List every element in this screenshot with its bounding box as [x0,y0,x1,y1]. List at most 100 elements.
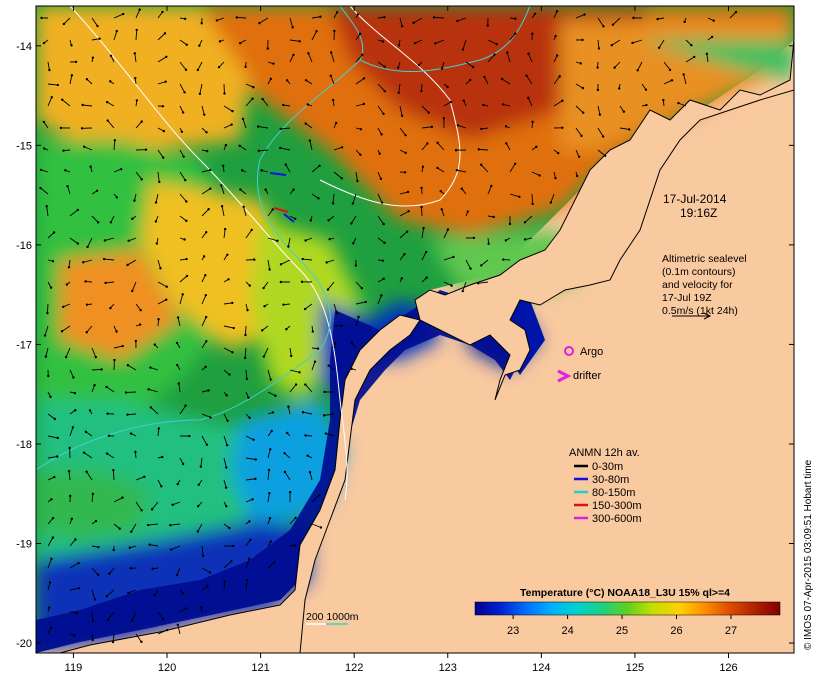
argo-label: Argo [580,346,603,358]
velocity-arrow-head [95,189,99,192]
velocity-arrow [305,123,313,129]
velocity-arrow [526,75,533,85]
velocity-arrow [311,30,317,41]
velocity-arrow-head [469,78,472,82]
velocity-arrow [179,149,185,157]
velocity-arrow-head [127,591,130,595]
velocity-arrow-head [176,482,179,486]
velocity-arrow-head [163,32,167,35]
velocity-arrow-head [143,475,146,479]
velocity-arrow-head [45,205,48,208]
velocity-arrow [223,560,232,569]
velocity-arrow-head [324,432,328,435]
velocity-arrow-head [284,163,287,166]
velocity-arrow-head [106,412,109,415]
velocity-arrow-head [96,573,100,576]
anmn-legend-item: 80-150m [574,487,635,499]
velocity-arrow [179,294,184,305]
velocity-arrow [135,171,143,180]
isobath-legend-label: 200 1000m [306,611,359,623]
velocity-arrow [285,164,291,173]
velocity-arrow-head [209,187,212,190]
velocity-arrow [421,143,428,151]
velocity-arrow-head [64,169,67,172]
velocity-arrow [287,237,291,247]
velocity-arrow [553,76,561,85]
velocity-arrow-head [225,466,228,469]
velocity-arrow-head [644,88,648,91]
velocity-arrow [480,164,489,173]
velocity-arrow [47,435,58,439]
velocity-arrow-head [276,239,279,243]
velocity-arrow [223,479,227,488]
velocity-arrow-head [74,409,77,412]
velocity-arrow-head [107,434,111,438]
velocity-arrow-head [106,119,109,122]
velocity-arrow-head [253,258,256,261]
velocity-arrow [280,127,291,130]
velocity-arrow-head [668,68,672,72]
velocity-arrow [484,76,489,85]
velocity-arrow-head [412,21,415,25]
velocity-arrow-head [266,47,269,50]
velocity-arrow-head [118,527,121,530]
velocity-arrow-head [381,40,385,43]
lat-tick-label: -15 [16,140,32,152]
velocity-arrow-head [68,446,71,450]
velocity-arrow-head [52,231,56,234]
velocity-arrow [201,208,209,217]
mooring-arrows [269,172,295,223]
velocity-arrow [44,325,49,336]
velocity-arrow-head [357,315,360,319]
velocity-arrow [505,143,511,151]
velocity-arrow [443,281,452,287]
anmn-legend-title: ANMN 12h av. [569,447,640,459]
velocity-arrow-head [238,144,241,148]
velocity-arrow [355,33,361,41]
isobath-200m [69,6,348,501]
velocity-arrow-head [204,274,207,277]
velocity-arrow-head [318,494,321,497]
velocity-arrow-head [482,103,485,107]
velocity-arrow-head [102,257,106,261]
velocity-arrow-head [417,63,421,67]
velocity-arrow [612,17,621,26]
velocity-arrow [91,17,98,27]
timestamp-date: 17-Jul-2014 [663,192,727,206]
velocity-arrow [289,347,292,357]
velocity-arrow [201,316,207,327]
anmn-legend-item: 30-80m [574,474,629,486]
velocity-arrow-head [486,24,489,27]
velocity-arrow [245,580,248,591]
velocity-arrow-head [354,264,358,267]
velocity-arrow [352,193,357,204]
velocity-arrow-head [352,242,355,245]
velocity-arrow-head [636,69,639,72]
velocity-arrow-head [153,593,156,597]
velocity-arrow-head [262,355,266,358]
velocity-arrow-head [405,230,409,233]
velocity-arrow-head [359,128,363,131]
velocity-arrow-head [328,237,331,241]
velocity-arrow [199,83,203,94]
velocity-arrow-head [383,65,386,68]
velocity-arrow [135,501,142,511]
velocity-arrow-head [157,318,160,321]
velocity-arrow-head [77,586,81,590]
velocity-arrow-head [322,414,326,417]
velocity-arrow-head [421,165,425,168]
drifter-label: drifter [573,370,601,382]
velocity-arrow-head [247,396,250,399]
velocity-arrow [267,259,271,270]
velocity-arrow [355,281,363,289]
velocity-arrow [223,413,228,421]
velocity-arrow-head [397,91,400,95]
velocity-arrow-head [268,268,271,271]
velocity-arrow [135,121,143,129]
velocity-arrow-head [466,210,469,213]
velocity-arrow [91,369,102,371]
velocity-arrow-head [176,316,180,319]
velocity-arrow [104,237,115,241]
velocity-arrow-head [462,99,465,102]
velocity-arrow-head [257,149,261,152]
